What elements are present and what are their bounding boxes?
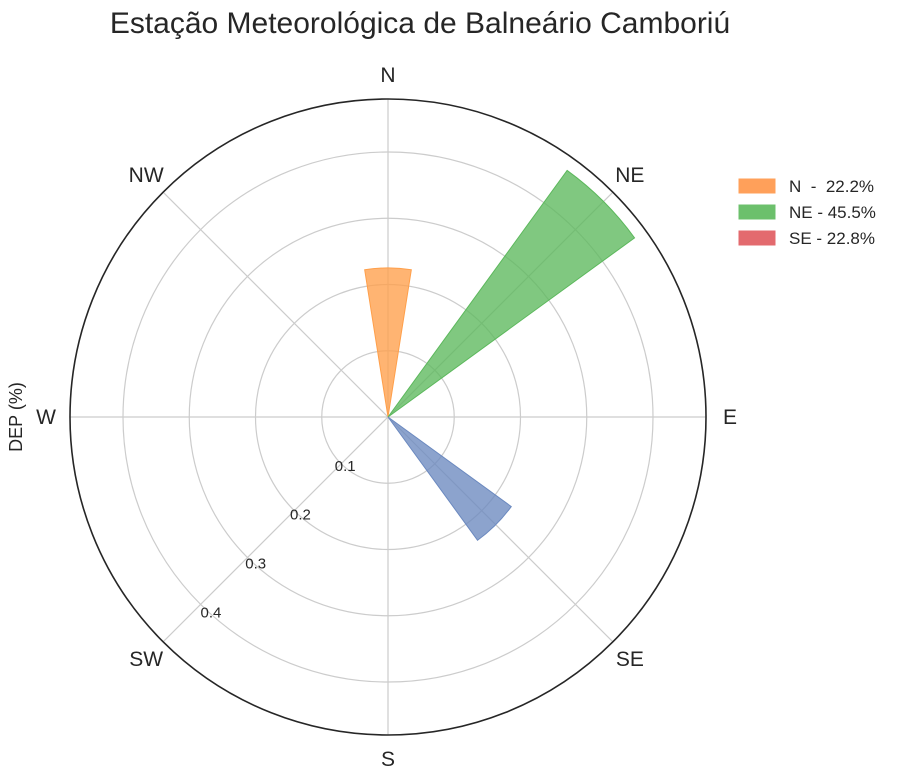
direction-label-n: N <box>380 64 395 87</box>
direction-label-w: W <box>36 406 56 429</box>
direction-label-se: SE <box>616 648 644 671</box>
direction-label-nw: NW <box>129 164 164 187</box>
radial-tick-4: 0.4 <box>201 604 222 621</box>
direction-label-sw: SW <box>129 648 163 671</box>
chart-title: Estação Meteorológica de Balneário Cambo… <box>110 7 730 40</box>
direction-label-e: E <box>723 406 737 429</box>
direction-label-ne: NE <box>615 164 644 187</box>
legend-swatch-1 <box>738 178 776 194</box>
legend-label-1: N - 22.2% <box>789 177 874 196</box>
legend-swatch-2 <box>738 204 776 220</box>
radial-tick-labels: 0.1 0.2 0.3 0.4 <box>201 458 356 622</box>
bar-se <box>387 416 512 541</box>
legend: N - 22.2% NE - 45.5% SE - 22.8% <box>738 177 876 248</box>
radial-tick-2: 0.2 <box>290 507 311 524</box>
wind-bars <box>364 169 636 541</box>
legend-label-3: SE - 22.8% <box>789 229 875 248</box>
radial-tick-3: 0.3 <box>245 556 266 573</box>
direction-labels: N NE E SE S SW W NW <box>36 64 737 771</box>
y-axis-label: DEP (%) <box>6 382 26 452</box>
radial-tick-1: 0.1 <box>335 458 356 475</box>
spoke-sw <box>162 416 389 643</box>
legend-swatch-3 <box>738 230 776 246</box>
spoke-nw <box>162 191 389 418</box>
polar-frame <box>69 98 707 736</box>
bar-ne <box>387 169 636 418</box>
bar-n <box>364 267 412 418</box>
legend-label-2: NE - 45.5% <box>789 203 876 222</box>
direction-label-s: S <box>381 748 395 771</box>
